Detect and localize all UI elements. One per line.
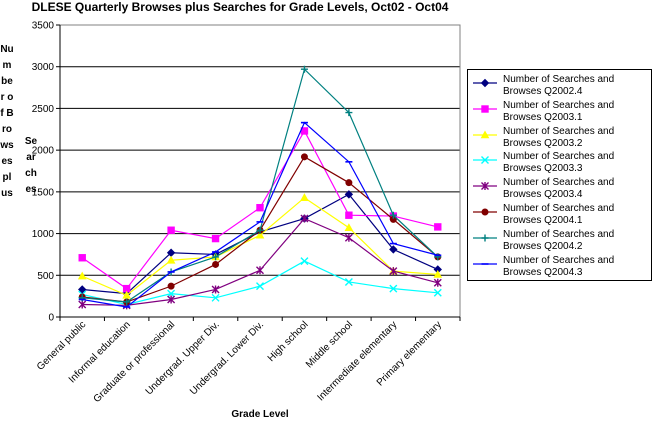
data-point — [344, 190, 354, 199]
data-point — [389, 284, 398, 293]
x-tick-label: Undergrad. Lower Div. — [188, 319, 266, 397]
data-point — [212, 260, 220, 268]
data-point — [78, 300, 87, 309]
y-axis-title-part2: Searches — [24, 136, 38, 195]
data-point — [481, 208, 489, 216]
y-tick-label: 1500 — [32, 187, 55, 198]
x-tick-label: Intermediate elementary — [315, 319, 399, 403]
data-point — [123, 298, 131, 306]
data-point — [433, 278, 442, 287]
data-point — [481, 105, 489, 113]
legend-swatch — [473, 208, 497, 216]
data-point — [167, 226, 175, 234]
y-tick-label: 3500 — [32, 21, 55, 32]
data-point — [211, 293, 220, 302]
series-8 — [78, 121, 442, 308]
data-point — [481, 234, 489, 242]
legend-swatch — [473, 234, 497, 242]
data-point — [256, 282, 264, 291]
data-point — [167, 295, 176, 304]
series-5 — [78, 214, 442, 310]
data-point — [212, 253, 220, 261]
legend-item: Number of Searches and Browses Q2002.4 — [468, 74, 653, 100]
y-tick-label: 2000 — [32, 146, 55, 157]
y-axis-title-part1: Number of Browses plus — [0, 44, 14, 199]
data-point — [480, 78, 490, 88]
y-tick-label: 1000 — [32, 229, 55, 240]
x-tick-label: High school — [266, 319, 311, 364]
legend-label: Number of Searches and Browses Q2003.1 — [503, 99, 615, 123]
data-point — [434, 223, 442, 231]
data-point — [300, 65, 308, 73]
data-point — [300, 257, 309, 266]
legend-swatch — [473, 105, 497, 113]
data-point — [255, 230, 265, 239]
chart-title: DLESE Quarterly Browses plus Searches fo… — [31, 0, 449, 14]
legend-item: Number of Searches and Browses Q2003.1 — [468, 100, 653, 126]
legend-item: Number of Searches and Browses Q2003.4 — [468, 177, 653, 203]
data-point — [211, 234, 220, 243]
legend-swatch — [473, 78, 497, 88]
data-point — [256, 226, 264, 234]
data-point — [389, 245, 398, 254]
legend-swatch — [473, 156, 497, 165]
data-point — [300, 153, 308, 161]
data-point — [344, 223, 354, 232]
x-axis-title: Grade Level — [231, 409, 289, 420]
data-point — [256, 266, 264, 275]
series-7 — [78, 65, 442, 306]
legend-swatch — [473, 182, 497, 191]
data-point — [300, 214, 309, 223]
data-point — [345, 109, 353, 117]
data-point — [481, 156, 489, 165]
data-point — [389, 267, 398, 276]
gridlines — [60, 66, 460, 276]
legend: Number of Searches and Browses Q2002.4 Nu… — [467, 69, 652, 281]
data-point — [78, 285, 87, 294]
legend-label: Number of Searches and Browses Q2003.3 — [503, 151, 615, 175]
legend-item: Number of Searches and Browses Q2003.2 — [468, 126, 653, 152]
legend-item: Number of Searches and Browses Q2004.1 — [468, 203, 653, 229]
data-point — [345, 211, 353, 219]
data-point — [122, 290, 132, 299]
data-point — [344, 277, 353, 286]
data-point — [78, 254, 86, 262]
x-tick-label: Graduate or professional — [92, 319, 178, 405]
data-point — [481, 182, 489, 191]
legend-label: Number of Searches and Browses Q2002.4 — [503, 74, 615, 97]
data-point — [256, 204, 264, 212]
data-point — [344, 233, 353, 242]
x-tick-label: Undergrad. Upper Div. — [144, 319, 222, 397]
legend-label: Number of Searches and Browses Q2003.4 — [503, 177, 615, 201]
legend-swatch — [473, 130, 497, 138]
data-point — [433, 269, 443, 278]
data-point — [433, 288, 442, 297]
y-tick-label: 3000 — [32, 62, 55, 73]
legend-label: Number of Searches and Browses Q2004.2 — [503, 228, 615, 252]
data-point — [211, 285, 220, 294]
data-point — [300, 193, 309, 201]
legend-swatch — [473, 262, 497, 265]
legend-item: Number of Searches and Browses Q2003.3 — [468, 151, 653, 177]
data-point — [167, 282, 175, 290]
data-point — [167, 289, 176, 298]
series-lines — [77, 65, 443, 310]
data-point — [345, 179, 353, 187]
y-tick-label: 0 — [48, 313, 54, 324]
legend-label: Number of Searches and Browses Q2004.1 — [503, 203, 615, 226]
legend-label: Number of Searches and Browses Q2003.2 — [503, 125, 615, 149]
data-point — [480, 130, 490, 138]
legend-label: Number of Searches and Browses Q2004.3 — [503, 254, 615, 278]
data-point — [389, 211, 397, 219]
legend-item: Number of Searches and Browses Q2004.3 — [468, 255, 653, 281]
y-tick-label: 500 — [37, 271, 54, 282]
legend-item: Number of Searches and Browses Q2004.2 — [468, 229, 653, 255]
y-tick-label: 2500 — [32, 104, 55, 115]
data-point — [77, 271, 87, 280]
data-point — [166, 255, 176, 264]
